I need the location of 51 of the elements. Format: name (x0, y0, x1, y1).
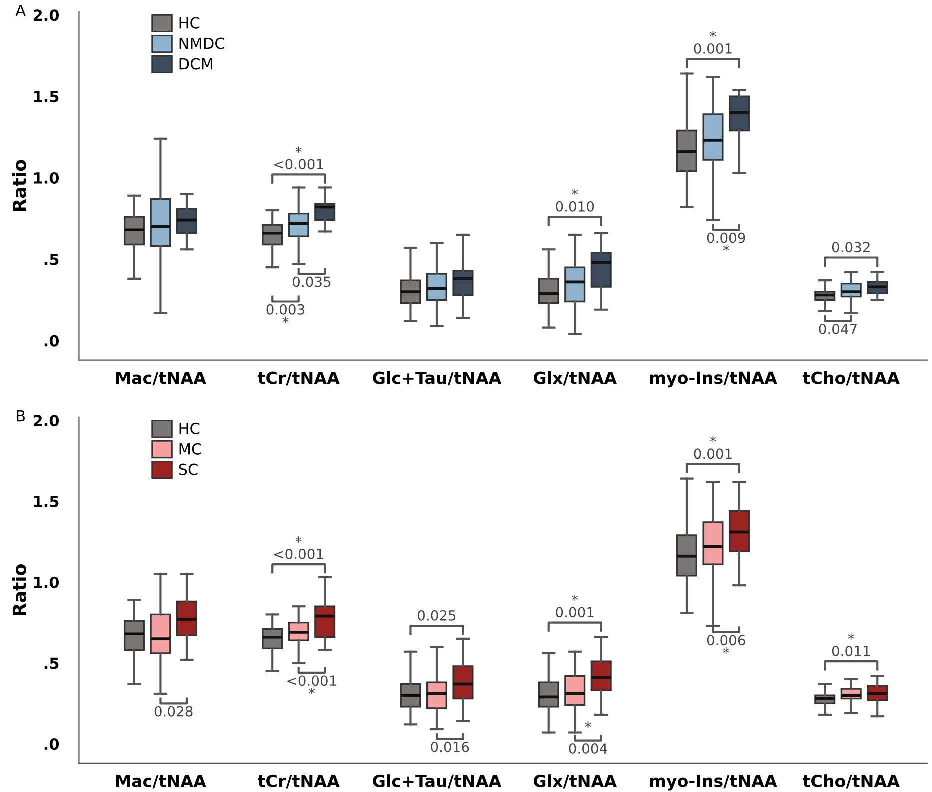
x-tick-label: tCho/tNAA (802, 371, 900, 386)
x-tick-label: tCho/tNAA (802, 774, 900, 789)
x-tick-label: Mac/tNAA (116, 372, 206, 386)
annotation: * 0.010 (556, 189, 594, 212)
legend-label: DCM (180, 58, 212, 70)
annotation: * 0.001 (694, 31, 732, 54)
x-tick-label: Glx/tNAA (534, 371, 617, 386)
annotation: * 0.001 (556, 594, 594, 618)
annotation: * 0.011 (832, 634, 870, 656)
chart-title: A (16, 4, 26, 16)
chart-title: B (17, 410, 26, 422)
y-tick-label: .5 (44, 254, 59, 266)
annotation: 0.009 * (707, 232, 746, 252)
annotation: 0.047 (819, 324, 857, 334)
annotation: <0.001 * (288, 676, 336, 694)
annotation: 0.003 * (266, 304, 304, 324)
y-axis-title: Ratio (12, 160, 26, 212)
annotation: 0.028 (154, 706, 193, 717)
annotation: 0.032 (832, 242, 870, 253)
x-tick-label: myo-Ins/tNAA (650, 774, 778, 791)
annotation: 0.006 * (707, 635, 746, 654)
legend-label: HC (180, 422, 200, 434)
y-tick-label: .5 (44, 658, 59, 670)
annotation: * (584, 721, 592, 728)
y-tick-label: 1.0 (34, 172, 60, 184)
annotation: 0.004 (569, 744, 608, 754)
y-tick-label: 1.5 (34, 91, 59, 103)
y-axis-title: Ratio (12, 564, 26, 616)
x-tick-label: tCr/tNAA (258, 372, 340, 386)
x-tick-label: Mac/tNAA (116, 775, 206, 789)
y-tick-label: .0 (44, 738, 60, 750)
y-tick-label: 2.0 (34, 415, 60, 427)
y-tick-label: 2.0 (34, 10, 60, 22)
legend-label: NMDC (180, 38, 225, 50)
annotation: * 0.001 (694, 436, 732, 460)
annotation: 0.035 (293, 276, 331, 288)
x-tick-label: Glx/tNAA (534, 774, 617, 789)
x-tick-label: Glc+Tau/tNAA (373, 774, 502, 789)
legend-label: HC (180, 17, 200, 29)
x-tick-label: Glc+Tau/tNAA (373, 371, 502, 386)
y-tick-label: 1.5 (34, 496, 59, 508)
annotation: * <0.001 (274, 146, 324, 170)
x-tick-label: tCr/tNAA (258, 774, 340, 789)
x-tick-label: myo-Ins/tNAA (650, 372, 778, 388)
legend-label: SC (179, 464, 198, 476)
annotation: * <0.001 (274, 536, 324, 560)
annotation: 0.016 (431, 742, 470, 752)
annotation: 0.025 (418, 610, 456, 621)
legend-label: MC (180, 443, 202, 455)
y-tick-label: 1.0 (34, 576, 60, 588)
y-tick-label: .0 (44, 335, 60, 347)
